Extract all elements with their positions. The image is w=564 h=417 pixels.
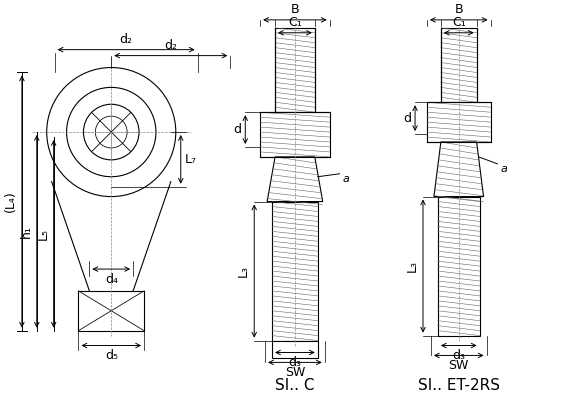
Polygon shape	[275, 28, 315, 112]
Text: h₁: h₁	[20, 225, 33, 238]
Text: SI.. ET-2RS: SI.. ET-2RS	[418, 378, 500, 393]
Text: d₃: d₃	[288, 357, 301, 369]
Text: L₃: L₃	[237, 265, 250, 277]
Text: a: a	[500, 164, 507, 174]
Text: d: d	[403, 112, 411, 125]
Text: d₂: d₂	[164, 39, 177, 52]
Polygon shape	[267, 157, 323, 201]
Text: SW: SW	[448, 359, 469, 372]
Text: L₃: L₃	[406, 260, 419, 272]
Text: d₅: d₅	[105, 349, 118, 362]
Text: C₁: C₁	[452, 16, 466, 29]
Polygon shape	[434, 142, 483, 196]
Text: L₅: L₅	[37, 228, 50, 240]
Polygon shape	[438, 196, 479, 336]
Text: SW: SW	[285, 367, 305, 379]
Text: B: B	[455, 3, 463, 16]
Text: d₄: d₄	[105, 273, 118, 286]
Polygon shape	[427, 102, 491, 142]
Text: C₁: C₁	[288, 16, 302, 29]
Polygon shape	[441, 28, 477, 102]
Polygon shape	[272, 341, 318, 359]
Text: B: B	[290, 3, 299, 16]
Text: (L₄): (L₄)	[4, 191, 17, 212]
Text: d: d	[233, 123, 241, 136]
Text: d₂: d₂	[120, 33, 133, 46]
Text: L₇: L₇	[185, 153, 197, 166]
Text: a: a	[342, 174, 350, 184]
Text: d₃: d₃	[452, 349, 465, 362]
Text: SI.. C: SI.. C	[275, 378, 315, 393]
Polygon shape	[272, 201, 318, 341]
Polygon shape	[260, 112, 330, 157]
